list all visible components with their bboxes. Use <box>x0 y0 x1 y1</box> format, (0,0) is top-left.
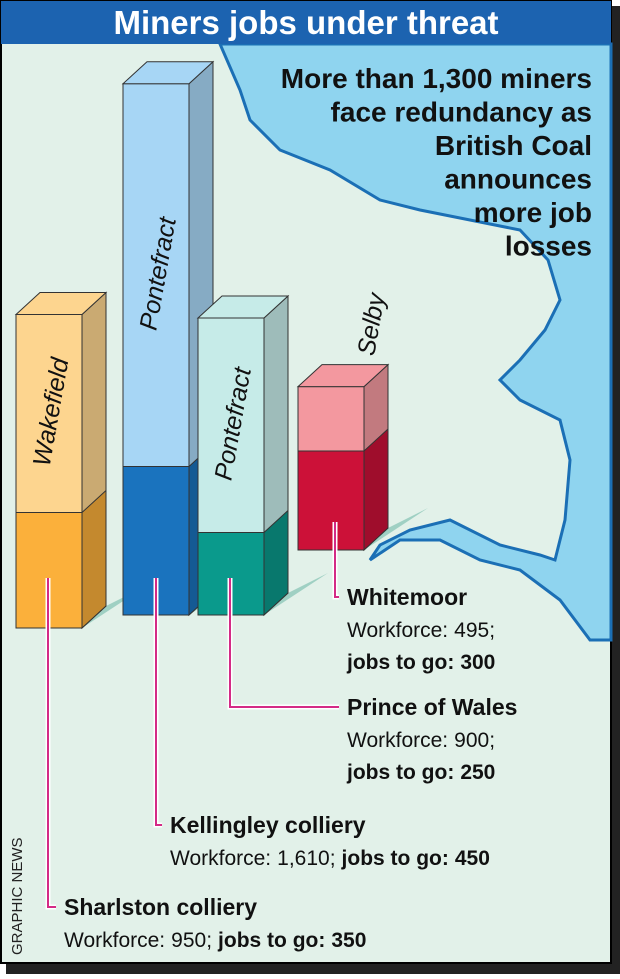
detail-text: ; <box>489 619 495 642</box>
bar-side-jobs <box>363 427 389 552</box>
bar-shadow <box>264 573 328 615</box>
subtitle-line: face redundancy as <box>331 97 592 128</box>
subtitle-line: More than 1,300 miners <box>281 63 592 94</box>
detail-text: ; <box>330 847 336 870</box>
colliery-name: Kellingley colliery <box>170 812 366 838</box>
detail-text: Workforce: <box>347 729 448 752</box>
leader-line <box>334 522 339 598</box>
detail-text: ; <box>489 729 495 752</box>
title-bar <box>1 1 611 44</box>
colliery-name: Whitemoor <box>347 584 467 610</box>
detail-text: Workforce: <box>347 619 448 642</box>
detail-line: Workforce: 495; <box>347 619 495 642</box>
detail-text: jobs to go: <box>341 847 449 870</box>
subtitle-line: losses <box>505 231 592 262</box>
detail-line: jobs to go: 250 <box>346 761 495 784</box>
bar-side-jobs <box>263 509 289 617</box>
detail-text: jobs to go: <box>217 929 325 952</box>
colliery-name: Sharlston colliery <box>64 894 257 920</box>
detail-text: 1,610 <box>277 847 330 870</box>
detail-text: Workforce: <box>64 929 165 952</box>
detail-line: Workforce: 1,610; jobs to go: 450 <box>170 847 490 870</box>
bar-top <box>196 295 290 319</box>
subtitle-line: British Coal <box>435 130 592 161</box>
detail-line: Workforce: 950; jobs to go: 350 <box>64 929 366 952</box>
subtitle-line: more job <box>474 197 592 228</box>
detail-text: jobs to go: <box>346 651 454 674</box>
bar-side-jobs <box>81 489 107 630</box>
leader-line <box>229 578 339 708</box>
colliery-name: Prince of Wales <box>347 694 517 720</box>
leader-line <box>47 578 56 908</box>
leader-line <box>155 578 162 826</box>
detail-text: ; <box>206 929 212 952</box>
bar-top <box>121 61 215 85</box>
detail-text: 250 <box>460 761 495 784</box>
title: Miners jobs under threat <box>113 4 498 41</box>
detail-text: 450 <box>455 847 490 870</box>
detail-text: 950 <box>171 929 206 952</box>
detail-text: 495 <box>454 619 489 642</box>
bar-jobs <box>297 450 365 551</box>
detail-line: jobs to go: 300 <box>346 651 495 674</box>
bar-top <box>14 292 108 315</box>
detail-text: 300 <box>460 651 495 674</box>
detail-text: jobs to go: <box>346 761 454 784</box>
detail-text: 350 <box>331 929 366 952</box>
detail-line: Workforce: 900; <box>347 729 495 752</box>
detail-text: 900 <box>454 729 489 752</box>
bar-shadow <box>364 508 428 550</box>
credit: GRAPHIC NEWS <box>9 837 26 955</box>
subtitle-line: announces <box>444 164 592 195</box>
detail-text: Workforce: <box>170 847 271 870</box>
bar-top <box>296 364 390 388</box>
sea <box>217 42 613 642</box>
